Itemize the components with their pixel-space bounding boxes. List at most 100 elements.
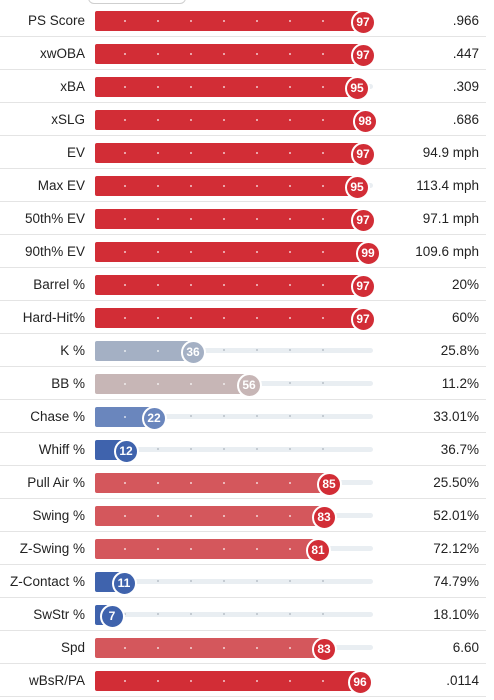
bar-tick-dot <box>190 284 192 286</box>
bar-tick-dot <box>190 383 192 385</box>
bar-tick-dot <box>256 647 258 649</box>
bar-tick-dot <box>124 152 126 154</box>
metric-row: xBA 95 .309 <box>0 70 486 103</box>
bar-tick-dot <box>157 251 159 253</box>
percentile-badge: 11 <box>111 571 137 596</box>
percentile-badge: 97 <box>350 10 376 35</box>
bar-tick-dot <box>322 317 324 319</box>
track-tick-dot <box>223 580 225 582</box>
bar-tick-dot <box>124 218 126 220</box>
bar-tick-dot <box>322 20 324 22</box>
bar-tick-dot <box>289 647 291 649</box>
bar-tick-dot <box>223 317 225 319</box>
metric-row: wBsR/PA 96 .0114 <box>0 664 486 697</box>
percentile-badge: 95 <box>344 76 370 101</box>
bar-tick-dot <box>256 53 258 55</box>
bar-tick-dot <box>223 515 225 517</box>
bar-tick-dot <box>157 647 159 649</box>
metric-value: 11.2% <box>441 376 479 391</box>
metric-label: xwOBA <box>39 46 85 61</box>
bar-tick-dot <box>289 284 291 286</box>
metric-value: .309 <box>452 79 479 94</box>
track-tick-dot <box>223 448 225 450</box>
percentile-badge: 56 <box>236 373 262 398</box>
percentile-badge: 81 <box>305 538 331 563</box>
bar-tick-dot <box>124 416 126 418</box>
metric-row: Hard-Hit% 97 60% <box>0 301 486 334</box>
bar-tick-dot <box>322 185 324 187</box>
bar-tick-dot <box>223 251 225 253</box>
metric-row: Spd 83 6.60 <box>0 631 486 664</box>
track-tick-dot <box>190 613 192 615</box>
bar-tick-dot <box>223 383 225 385</box>
percentile-badge: 22 <box>141 406 167 431</box>
bar-tick-dot <box>190 53 192 55</box>
bar-tick-dot <box>223 284 225 286</box>
bar-tick-dot <box>322 284 324 286</box>
bar-tick-dot <box>289 53 291 55</box>
track-tick-dot <box>223 349 225 351</box>
bar-tick-dot <box>223 119 225 121</box>
bar-tick-dot <box>157 185 159 187</box>
metric-value: .447 <box>452 46 479 61</box>
bar-tick-dot <box>190 119 192 121</box>
metric-row: PS Score 97 .966 <box>0 4 486 37</box>
bar-tick-dot <box>190 548 192 550</box>
track-tick-dot <box>289 349 291 351</box>
metric-row: Z-Swing % 81 72.12% <box>0 532 486 565</box>
bar-tick-dot <box>256 152 258 154</box>
bar-tick-dot <box>289 20 291 22</box>
bar-tick-dot <box>124 548 126 550</box>
metric-value: 33.01% <box>433 409 479 424</box>
bar-tick-dot <box>223 86 225 88</box>
metric-value: 74.79% <box>433 574 479 589</box>
bar-tick-dot <box>256 317 258 319</box>
percentile-badge: 97 <box>350 208 376 233</box>
percentile-badge: 83 <box>311 637 337 662</box>
percentile-bar <box>95 275 365 295</box>
bar-tick-dot <box>124 86 126 88</box>
bar-tick-dot <box>157 482 159 484</box>
bar-tick-dot <box>289 482 291 484</box>
bar-tick-dot <box>289 152 291 154</box>
percentile-bar <box>95 341 195 361</box>
bar-tick-dot <box>124 680 126 682</box>
metric-value: 72.12% <box>433 541 479 556</box>
bar-tick-dot <box>190 647 192 649</box>
metric-label: 90th% EV <box>24 244 85 259</box>
bar-tick-dot <box>223 548 225 550</box>
track-tick-dot <box>289 448 291 450</box>
bar-tick-dot <box>322 251 324 253</box>
bar-tick-dot <box>223 53 225 55</box>
percentile-bar <box>95 143 365 163</box>
percentile-badge: 36 <box>180 340 206 365</box>
bar-tick-dot <box>157 53 159 55</box>
track-tick-dot <box>256 580 258 582</box>
bar-tick-dot <box>190 152 192 154</box>
metric-row: Z-Contact % 11 74.79% <box>0 565 486 598</box>
bar-tick-dot <box>256 548 258 550</box>
metric-label: K % <box>60 343 85 358</box>
metric-label: Barrel % <box>33 277 85 292</box>
percentile-badge: 97 <box>350 274 376 299</box>
track-tick-dot <box>190 580 192 582</box>
bar-tick-dot <box>190 680 192 682</box>
bar-tick-dot <box>289 548 291 550</box>
track-tick-dot <box>223 613 225 615</box>
track-tick-dot <box>289 613 291 615</box>
metric-value: 25.8% <box>440 343 479 358</box>
bar-tick-dot <box>124 284 126 286</box>
metric-label: Z-Swing % <box>19 541 85 556</box>
bar-tick-dot <box>157 317 159 319</box>
track-tick-dot <box>322 349 324 351</box>
bar-tick-dot <box>157 152 159 154</box>
bar-tick-dot <box>289 515 291 517</box>
bar-tick-dot <box>289 218 291 220</box>
metric-row: K % 36 25.8% <box>0 334 486 367</box>
percentile-bar <box>95 671 362 691</box>
metric-value: 60% <box>451 310 479 325</box>
track-tick-dot <box>289 382 291 384</box>
metric-row: xSLG 98 .686 <box>0 103 486 136</box>
metric-label: EV <box>66 145 85 160</box>
